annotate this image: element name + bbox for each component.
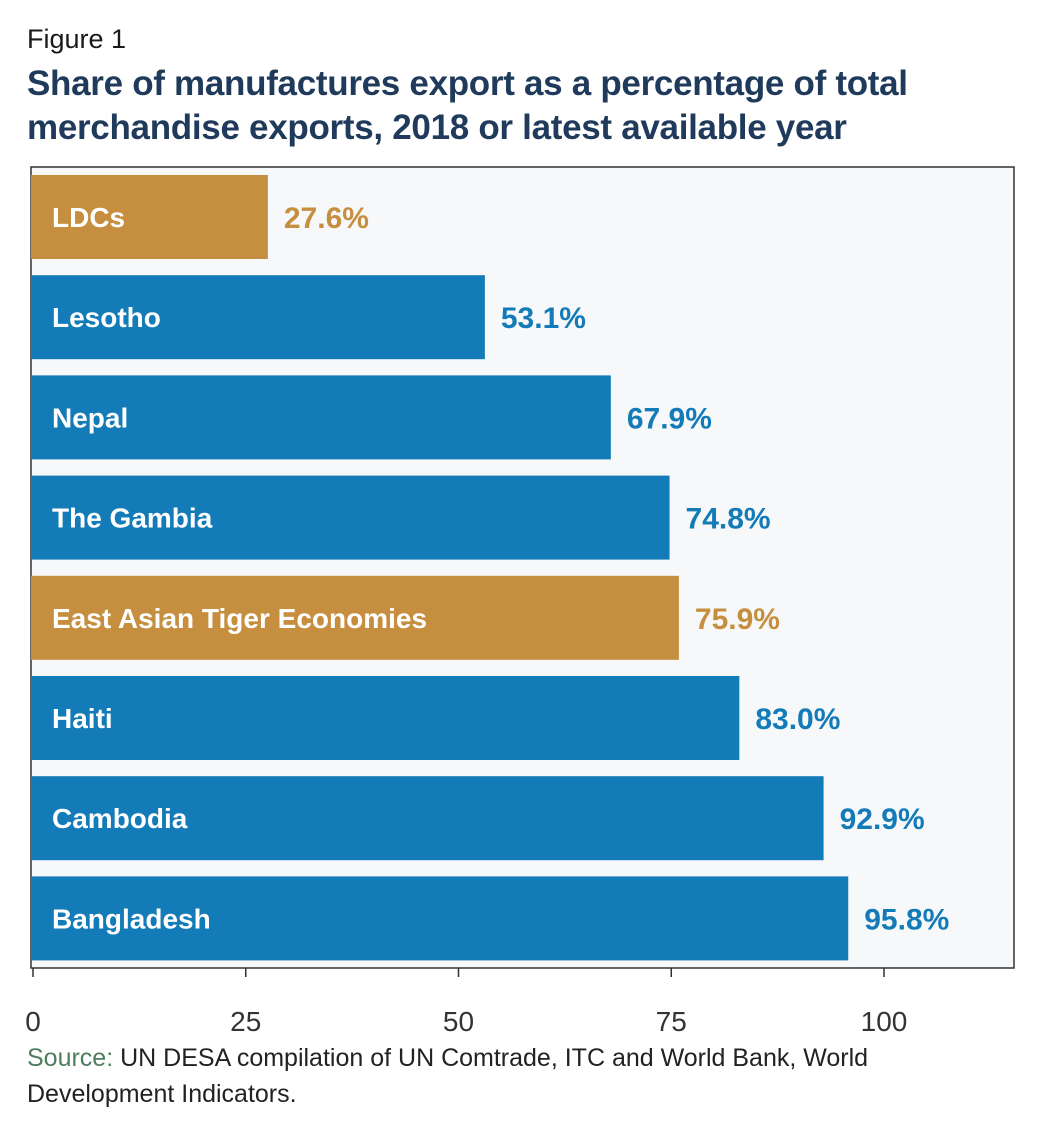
- x-tick-label: 75: [656, 1006, 687, 1037]
- bar-category-label: Nepal: [52, 402, 128, 433]
- chart-title: Share of manufactures export as a percen…: [27, 64, 908, 147]
- bar-value-label: 75.9%: [695, 603, 780, 636]
- source-label: Source:: [27, 1044, 114, 1072]
- bar-value-label: 92.9%: [840, 803, 925, 836]
- bar-nepal: [31, 375, 611, 460]
- bar-value-label: 74.8%: [686, 503, 771, 536]
- bar-cambodia: [31, 776, 824, 861]
- bar-ldcs: [31, 175, 268, 259]
- bar-chart: LDCs 27.6% Lesotho 53.1% Nepal 67.9% The Gambi…: [25, 166, 1015, 1037]
- bar-value-label: 67.9%: [627, 402, 712, 435]
- bar-category-label: The Gambia: [52, 503, 213, 534]
- bar-value-label: 53.1%: [501, 302, 586, 335]
- bar-haiti: [31, 676, 740, 760]
- bar-category-label: LDCs: [52, 202, 125, 233]
- x-tick-label: 50: [443, 1006, 474, 1037]
- x-axis: 0 25 50 75 100: [25, 968, 907, 1037]
- bar-category-label: East Asian Tiger Economies: [52, 603, 427, 634]
- bars-layer: LDCs 27.6% Lesotho 53.1% Nepal 67.9% The Gambi…: [31, 175, 949, 961]
- bar-value-label: 95.8%: [864, 903, 949, 936]
- bar-value-label: 83.0%: [755, 703, 840, 736]
- figure-label: Figure 1: [27, 24, 127, 54]
- source-note: Source: UN DESA compilation of UN Comtra…: [27, 1040, 1007, 1112]
- bar-east-asian-tiger-economies: [31, 575, 679, 660]
- bar-bangladesh: [31, 876, 849, 961]
- x-tick-label: 0: [25, 1006, 41, 1037]
- x-tick-label: 100: [861, 1006, 908, 1037]
- bar-category-label: Haiti: [52, 703, 113, 734]
- source-text: UN DESA compilation of UN Comtrade, ITC …: [27, 1044, 869, 1108]
- bar-category-label: Bangladesh: [52, 903, 211, 934]
- bar-value-label: 27.6%: [284, 202, 369, 235]
- bar-lesotho: [31, 275, 485, 360]
- x-tick-label: 25: [230, 1006, 261, 1037]
- bar-category-label: Cambodia: [52, 803, 188, 834]
- bar-category-label: Lesotho: [52, 302, 161, 333]
- bar-the-gambia: [31, 475, 670, 560]
